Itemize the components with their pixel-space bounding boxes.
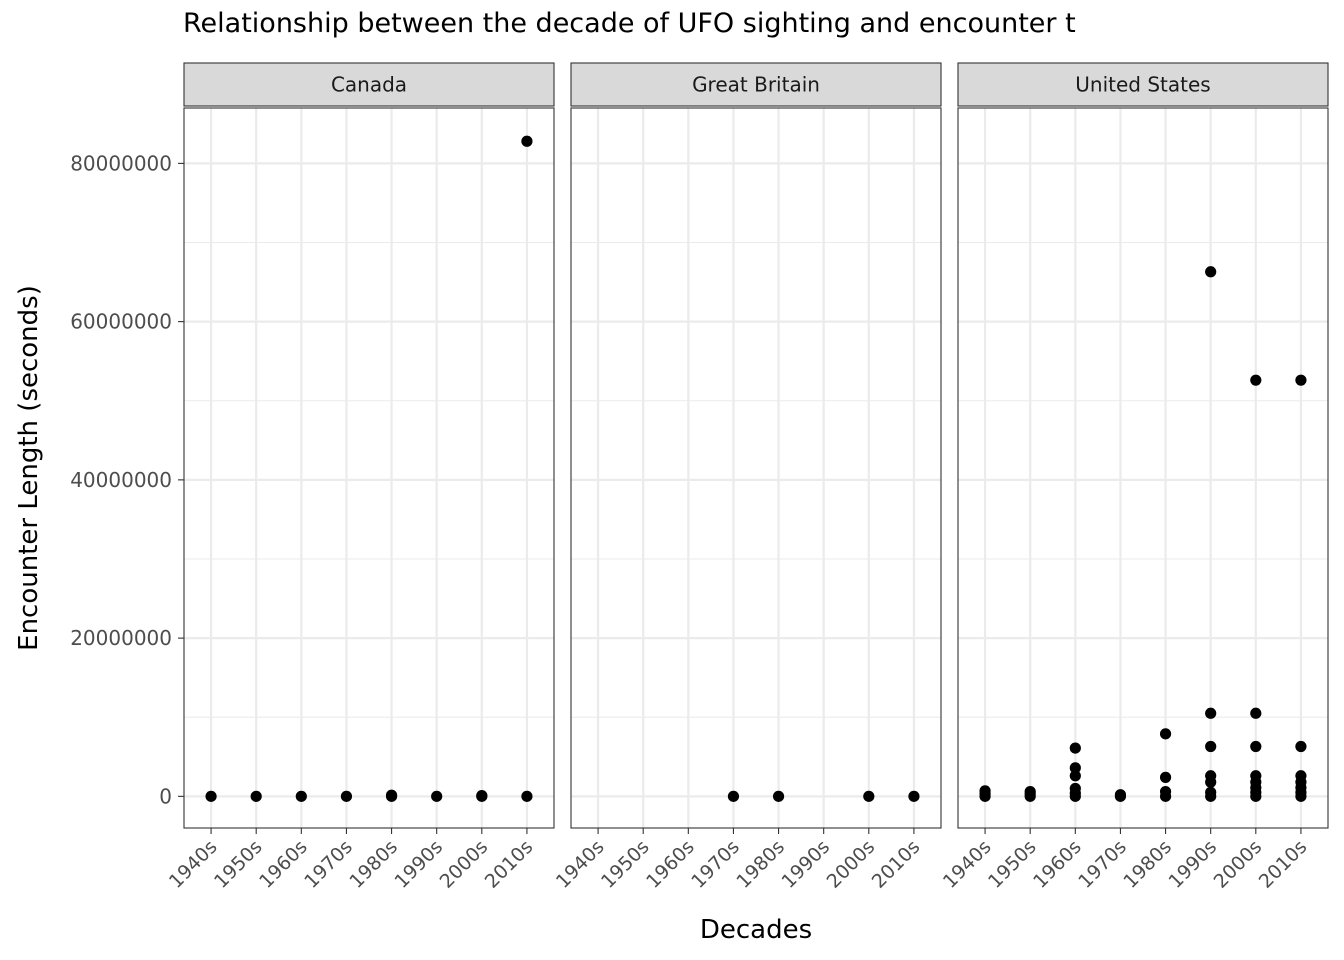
facet-label-canada: Canada — [331, 73, 407, 97]
x-tick-label: 1980s — [345, 836, 402, 893]
data-point-united-states-2000s — [1250, 740, 1262, 753]
data-point-canada-1960s — [295, 790, 307, 802]
x-tick-label: 1970s — [1074, 836, 1131, 893]
y-tick-label: 40000000 — [70, 468, 172, 492]
data-point-united-states-1990s — [1205, 740, 1217, 753]
x-tick-label: 1980s — [1119, 836, 1176, 893]
data-point-great-britain-2000s — [863, 790, 875, 802]
data-point-united-states-1970s — [1114, 789, 1127, 801]
data-point-united-states-2010s — [1295, 374, 1307, 386]
x-tick-label: 2000s — [436, 836, 493, 893]
x-tick-label: 2010s — [1255, 836, 1312, 893]
data-point-united-states-1960s — [1069, 782, 1081, 795]
facet-label-united-states: United States — [1075, 73, 1210, 97]
data-point-united-states-1980s — [1159, 771, 1172, 783]
data-point-united-states-1990s — [1205, 266, 1217, 278]
x-tick-label: 1990s — [1164, 836, 1221, 893]
data-point-great-britain-1980s — [772, 790, 785, 802]
data-point-united-states-1960s — [1069, 762, 1081, 774]
x-axis-label: Decades — [700, 915, 812, 945]
data-point-canada-1950s — [250, 790, 262, 802]
x-tick-label: 1950s — [210, 836, 267, 893]
data-point-united-states-1990s — [1205, 770, 1217, 782]
data-point-united-states-2000s — [1250, 770, 1262, 782]
data-point-united-states-2000s — [1250, 374, 1262, 386]
x-tick-label: 2000s — [823, 836, 880, 893]
x-tick-label: 1950s — [984, 836, 1041, 893]
x-tick-label: 1990s — [390, 836, 447, 893]
x-tick-label: 1960s — [255, 836, 312, 893]
data-point-united-states-2010s — [1295, 770, 1307, 782]
x-tick-label: 2000s — [1210, 836, 1267, 893]
panel-border-united-states — [957, 107, 1329, 829]
panel-background-great-britain — [571, 108, 941, 828]
y-tick-label: 0 — [159, 784, 172, 808]
facet-label-great-britain: Great Britain — [692, 73, 820, 97]
panel-background-canada — [184, 108, 554, 828]
x-tick-label: 1970s — [687, 836, 744, 893]
data-point-united-states-1940s — [979, 785, 991, 797]
facet-strip-united-states — [957, 62, 1329, 107]
facet-strip-canada — [183, 62, 555, 107]
x-tick-label: 1970s — [300, 836, 357, 893]
data-point-canada-1970s — [340, 790, 353, 802]
x-tick-label: 1950s — [597, 836, 654, 893]
y-tick-label: 80000000 — [70, 151, 172, 175]
data-point-united-states-2010s — [1295, 740, 1307, 753]
x-tick-label: 1960s — [1029, 836, 1086, 893]
panel-border-great-britain — [570, 107, 942, 829]
y-tick-label: 20000000 — [70, 626, 172, 650]
x-tick-label: 1960s — [642, 836, 699, 893]
data-point-united-states-1980s — [1159, 786, 1172, 798]
data-point-united-states-2000s — [1250, 707, 1262, 719]
x-tick-label: 1940s — [552, 836, 609, 893]
data-point-great-britain-2010s — [908, 790, 920, 802]
y-tick-label: 60000000 — [70, 310, 172, 334]
data-point-united-states-1980s — [1159, 728, 1172, 740]
data-point-canada-2000s — [476, 789, 488, 802]
chart-title: Relationship between the decade of UFO s… — [183, 8, 1076, 39]
x-tick-label: 1980s — [732, 836, 789, 893]
y-axis-label: Encounter Length (seconds) — [14, 285, 44, 651]
data-point-great-britain-1970s — [727, 790, 740, 802]
data-point-united-states-1990s — [1205, 786, 1217, 798]
data-point-canada-1990s — [431, 790, 443, 802]
x-tick-label: 1940s — [165, 836, 222, 893]
data-point-canada-2010s — [521, 790, 533, 802]
x-tick-label: 2010s — [868, 836, 925, 893]
x-tick-label: 1940s — [939, 836, 996, 893]
data-point-canada-2010s — [521, 135, 533, 147]
x-tick-label: 2010s — [481, 836, 538, 893]
data-point-united-states-1990s — [1205, 707, 1217, 719]
data-point-united-states-1950s — [1024, 786, 1036, 798]
facet-strip-great-britain — [570, 62, 942, 107]
data-point-canada-1980s — [385, 789, 398, 801]
x-tick-label: 1990s — [777, 836, 834, 893]
data-point-united-states-1960s — [1069, 770, 1081, 782]
panel-border-canada — [183, 107, 555, 829]
data-point-canada-1940s — [205, 790, 217, 802]
panel-background-united-states — [958, 108, 1328, 828]
data-point-united-states-1960s — [1069, 742, 1081, 754]
